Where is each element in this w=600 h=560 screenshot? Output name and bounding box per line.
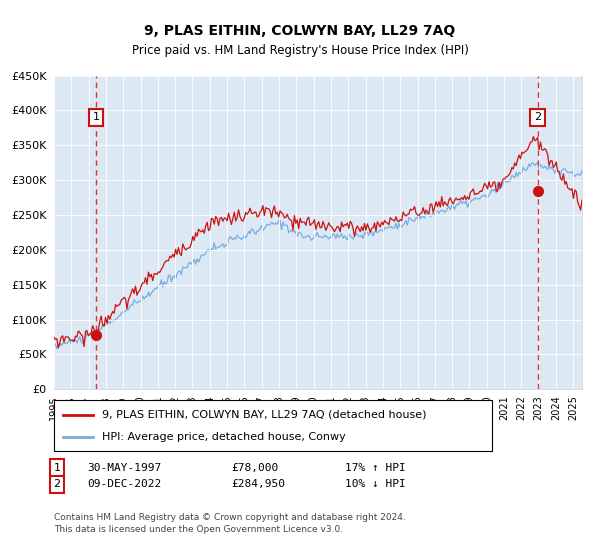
Text: £78,000: £78,000	[231, 463, 278, 473]
Text: 09-DEC-2022: 09-DEC-2022	[87, 479, 161, 489]
Text: 1: 1	[92, 113, 100, 123]
FancyBboxPatch shape	[54, 400, 492, 451]
Text: 1: 1	[53, 463, 61, 473]
Text: 9, PLAS EITHIN, COLWYN BAY, LL29 7AQ: 9, PLAS EITHIN, COLWYN BAY, LL29 7AQ	[145, 24, 455, 38]
Text: £284,950: £284,950	[231, 479, 285, 489]
Text: 30-MAY-1997: 30-MAY-1997	[87, 463, 161, 473]
Text: 10% ↓ HPI: 10% ↓ HPI	[345, 479, 406, 489]
Text: Contains HM Land Registry data © Crown copyright and database right 2024.
This d: Contains HM Land Registry data © Crown c…	[54, 513, 406, 534]
Text: Price paid vs. HM Land Registry's House Price Index (HPI): Price paid vs. HM Land Registry's House …	[131, 44, 469, 57]
Text: 9, PLAS EITHIN, COLWYN BAY, LL29 7AQ (detached house): 9, PLAS EITHIN, COLWYN BAY, LL29 7AQ (de…	[102, 409, 427, 419]
Text: 2: 2	[53, 479, 61, 489]
Text: 2: 2	[534, 113, 541, 123]
Text: HPI: Average price, detached house, Conwy: HPI: Average price, detached house, Conw…	[102, 432, 346, 442]
Text: 17% ↑ HPI: 17% ↑ HPI	[345, 463, 406, 473]
